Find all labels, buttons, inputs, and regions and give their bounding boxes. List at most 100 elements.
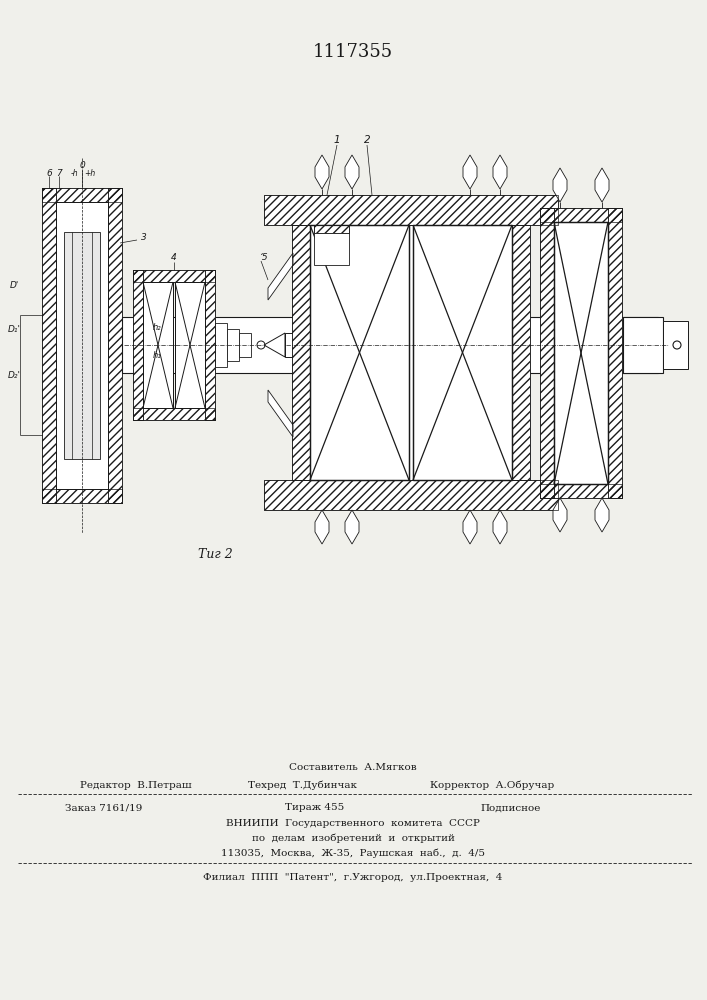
Bar <box>540 208 622 222</box>
Bar <box>42 188 122 202</box>
Bar <box>205 270 215 420</box>
Bar <box>42 188 56 503</box>
Bar <box>133 408 215 420</box>
Bar <box>608 208 622 498</box>
Bar <box>42 489 122 503</box>
Bar <box>205 270 215 420</box>
Polygon shape <box>553 498 567 532</box>
Bar <box>133 270 215 282</box>
Polygon shape <box>345 155 359 189</box>
Text: Редактор  В.Петраш: Редактор В.Петраш <box>80 780 192 790</box>
Text: 113035,  Москва,  Ж-35,  Раушская  наб.,  д.  4/5: 113035, Москва, Ж-35, Раушская наб., д. … <box>221 848 485 858</box>
Bar <box>143 282 173 408</box>
Bar <box>512 225 530 480</box>
Polygon shape <box>493 155 507 189</box>
Bar <box>554 222 608 484</box>
Bar <box>133 408 215 420</box>
Bar <box>108 188 122 503</box>
Text: Филиал  ППП  "Патент",  г.Ужгород,  ул.Проектная,  4: Филиал ППП "Патент", г.Ужгород, ул.Проек… <box>204 874 503 882</box>
Bar <box>314 225 349 233</box>
Text: 4: 4 <box>171 253 177 262</box>
Bar <box>56 202 108 489</box>
Bar <box>663 321 688 369</box>
Text: 7: 7 <box>56 168 62 178</box>
Bar <box>133 270 143 420</box>
Bar <box>42 489 122 503</box>
Text: 0: 0 <box>79 161 85 170</box>
Polygon shape <box>595 168 609 202</box>
Bar <box>239 333 251 357</box>
Bar <box>42 188 122 202</box>
Polygon shape <box>493 510 507 544</box>
Text: h₁: h₁ <box>153 351 161 360</box>
Bar <box>133 270 215 282</box>
Text: 1: 1 <box>334 135 340 145</box>
Text: h₂: h₂ <box>153 322 161 332</box>
Text: Подписное: Подписное <box>480 804 540 812</box>
Text: ВНИИПИ  Государственного  комитета  СССР: ВНИИПИ Государственного комитета СССР <box>226 818 480 828</box>
Bar <box>108 188 122 503</box>
Bar <box>108 188 122 503</box>
Bar <box>133 270 143 420</box>
Bar <box>540 484 622 498</box>
Bar <box>310 225 409 480</box>
Polygon shape <box>345 510 359 544</box>
Text: -h: -h <box>70 169 78 178</box>
Text: D₂': D₂' <box>8 370 21 379</box>
Text: по  делам  изобретений  и  открытий: по делам изобретений и открытий <box>252 833 455 843</box>
Polygon shape <box>264 333 285 357</box>
Bar <box>227 329 239 361</box>
Text: 2: 2 <box>363 135 370 145</box>
Polygon shape <box>315 510 329 544</box>
Text: D₁': D₁' <box>8 326 21 334</box>
Polygon shape <box>595 498 609 532</box>
Bar <box>42 188 122 202</box>
Bar <box>608 208 622 498</box>
Bar <box>310 225 512 480</box>
Bar <box>512 225 530 480</box>
Bar <box>512 225 530 480</box>
Bar <box>42 188 56 503</box>
Bar <box>314 225 349 233</box>
Bar <box>42 489 122 503</box>
Text: D': D' <box>9 280 18 290</box>
Bar <box>540 208 622 222</box>
Bar <box>608 208 622 498</box>
Bar <box>264 195 558 225</box>
Polygon shape <box>553 168 567 202</box>
Bar <box>133 408 215 420</box>
Bar <box>42 188 56 503</box>
Text: Техред  Т.Дубинчак: Техред Т.Дубинчак <box>248 780 357 790</box>
Bar <box>122 317 658 373</box>
Bar <box>540 484 622 498</box>
Bar <box>314 225 349 265</box>
Bar <box>143 282 173 408</box>
Text: Заказ 7161/19: Заказ 7161/19 <box>65 804 142 812</box>
Text: 3: 3 <box>141 233 147 242</box>
Bar <box>133 270 143 420</box>
Text: Корректор  А.Обручар: Корректор А.Обручар <box>430 780 554 790</box>
Text: ‘5: ‘5 <box>260 252 269 261</box>
Text: Тираж 455: Тираж 455 <box>285 804 344 812</box>
Text: Τиг 2: Τиг 2 <box>198 548 233 562</box>
Bar <box>413 225 512 480</box>
Polygon shape <box>463 155 477 189</box>
Bar <box>292 225 310 480</box>
Bar <box>175 282 205 408</box>
Bar <box>292 225 310 480</box>
Bar <box>215 323 227 367</box>
Bar <box>285 333 300 357</box>
Bar <box>205 270 215 420</box>
Bar <box>292 225 310 480</box>
Bar <box>133 270 215 282</box>
Bar <box>540 208 554 498</box>
Bar <box>64 232 100 459</box>
Polygon shape <box>463 510 477 544</box>
Polygon shape <box>268 390 293 437</box>
Bar <box>540 208 622 222</box>
Bar <box>540 208 554 498</box>
Bar <box>623 317 663 373</box>
Bar <box>264 195 558 225</box>
Polygon shape <box>268 253 293 300</box>
Bar <box>264 480 558 510</box>
